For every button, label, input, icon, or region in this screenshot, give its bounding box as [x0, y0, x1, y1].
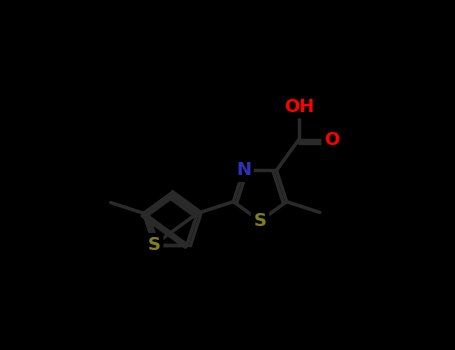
Text: OH: OH	[283, 98, 314, 116]
Text: S: S	[253, 212, 267, 230]
Text: O: O	[324, 131, 339, 149]
Text: S: S	[147, 236, 161, 254]
Text: N: N	[236, 161, 251, 179]
